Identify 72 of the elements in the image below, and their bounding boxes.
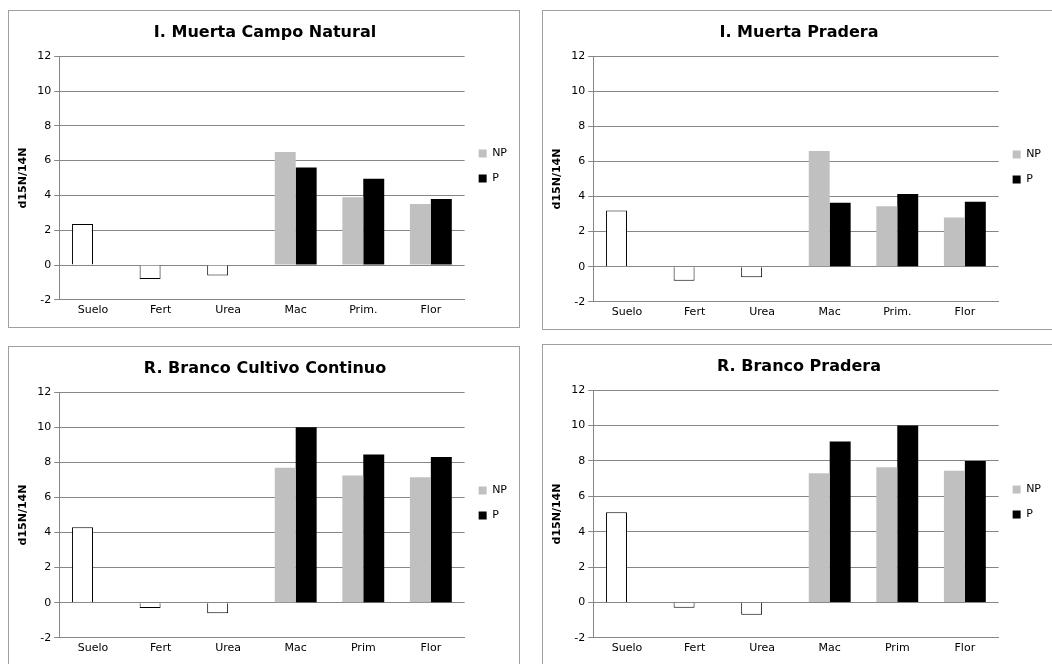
y-tick-label: 10 <box>37 420 52 434</box>
y-axis-title: d15N/14N <box>16 484 30 546</box>
chart-title: I. Muerta Campo Natural <box>153 21 377 41</box>
x-tick-label: Fert <box>149 641 172 655</box>
y-tick-label: 4 <box>578 524 586 538</box>
x-tick-label: Mac <box>818 641 841 655</box>
x-tick-label: Flor <box>420 303 442 317</box>
legend-label: NP <box>1026 482 1042 496</box>
y-axis-title: d15N/14N <box>550 483 564 545</box>
x-tick-label: Suelo <box>611 305 643 319</box>
x-tick-label: Suelo <box>611 641 643 655</box>
x-tick-label: Flor <box>954 305 976 319</box>
x-tick-label: Mac <box>284 303 307 317</box>
y-tick-label: 2 <box>44 223 52 237</box>
y-tick-label: 4 <box>44 525 52 539</box>
x-tick-label: Mac <box>284 641 307 655</box>
y-tick-label: 4 <box>44 188 52 202</box>
y-tick-label: 0 <box>44 257 52 271</box>
x-tick-label: Mac <box>818 305 841 319</box>
y-axis-title: d15N/14N <box>16 147 30 209</box>
x-tick-label: Flor <box>420 641 442 655</box>
y-tick-label: 12 <box>571 49 586 63</box>
legend-label: P <box>492 508 500 522</box>
x-tick-label: Suelo <box>77 303 109 317</box>
legend-label: NP <box>492 483 508 497</box>
y-tick-label: 2 <box>578 224 586 238</box>
legend-label: P <box>1026 172 1034 186</box>
y-tick-label: 10 <box>571 418 586 432</box>
x-tick-label: Prim. <box>349 303 378 317</box>
x-tick-label: Fert <box>683 641 706 655</box>
x-tick-label: Urea <box>215 303 242 317</box>
y-tick-label: 0 <box>44 595 52 609</box>
y-tick-label: 10 <box>571 84 586 98</box>
chart-title: R. Branco Cultivo Continuo <box>143 357 387 377</box>
chart-title: I. Muerta Pradera <box>719 21 879 41</box>
x-tick-label: Urea <box>749 641 776 655</box>
x-tick-label: Fert <box>683 305 706 319</box>
y-tick-label: 0 <box>578 259 586 273</box>
y-tick-label: 6 <box>578 154 586 168</box>
y-tick-label: 8 <box>44 455 52 469</box>
x-tick-label: Prim <box>884 641 910 655</box>
y-tick-label: 8 <box>578 119 586 133</box>
y-tick-label: -2 <box>40 292 52 306</box>
y-tick-label: 12 <box>571 383 586 397</box>
legend-label: P <box>1026 507 1034 521</box>
legend-label: P <box>492 171 500 185</box>
y-tick-label: 0 <box>578 595 586 609</box>
y-tick-label: -2 <box>40 630 52 644</box>
x-tick-label: Fert <box>149 303 172 317</box>
y-tick-label: 12 <box>37 49 52 63</box>
x-tick-label: Urea <box>215 641 242 655</box>
x-tick-label: Flor <box>954 641 976 655</box>
y-tick-label: 4 <box>578 189 586 203</box>
legend-label: NP <box>492 146 508 160</box>
y-axis-title: d15N/14N <box>550 148 564 210</box>
y-tick-label: -2 <box>574 630 586 644</box>
y-tick-label: 6 <box>44 490 52 504</box>
chart-title: R. Branco Pradera <box>717 355 881 375</box>
y-tick-label: 12 <box>37 385 52 399</box>
x-tick-label: Suelo <box>77 641 109 655</box>
x-tick-label: Prim. <box>883 305 912 319</box>
y-tick-label: 8 <box>578 453 586 467</box>
y-tick-label: 6 <box>44 153 52 167</box>
x-tick-label: Prim <box>350 641 376 655</box>
x-tick-label: Urea <box>749 305 776 319</box>
y-tick-label: -2 <box>574 294 586 308</box>
legend-label: NP <box>1026 147 1042 161</box>
y-tick-label: 10 <box>37 83 52 97</box>
y-tick-label: 2 <box>578 559 586 573</box>
y-tick-label: 8 <box>44 118 52 132</box>
y-tick-label: 6 <box>578 489 586 503</box>
y-tick-label: 2 <box>44 560 52 574</box>
